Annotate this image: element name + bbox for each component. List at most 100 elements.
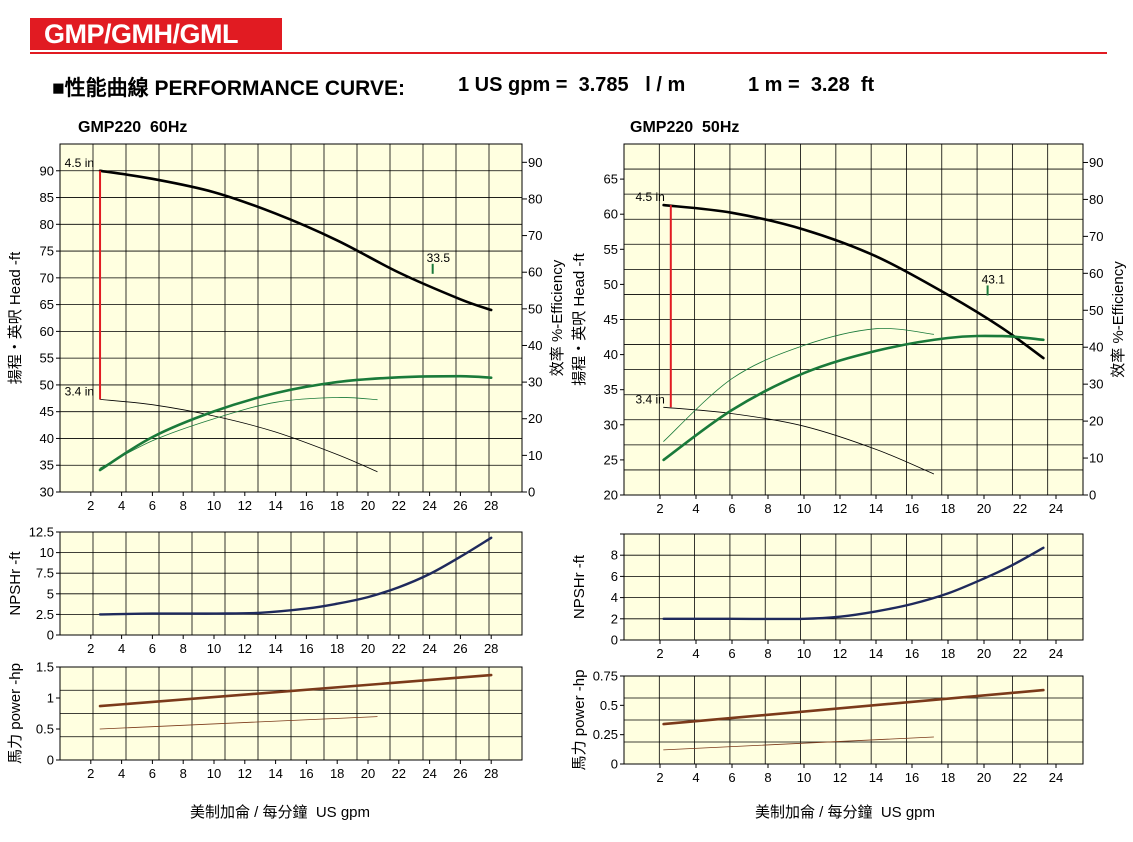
x-tick-label-60hz-power: 16 bbox=[299, 766, 313, 781]
x-tick-label-50hz-power: 14 bbox=[869, 770, 883, 785]
y-tick-label-60hz-head-efficiency: 85 bbox=[40, 190, 54, 205]
y-axis-label-60hz-npshr: NPSHr -ft bbox=[7, 551, 24, 616]
y2-tick-label-50hz-head-efficiency: 80 bbox=[1089, 192, 1103, 207]
x-tick-label-50hz-npshr: 22 bbox=[1013, 646, 1027, 661]
x-tick-label-60hz-power: 18 bbox=[330, 766, 344, 781]
x-tick-label-60hz-npshr: 22 bbox=[392, 641, 406, 656]
x-tick-label-50hz-power: 6 bbox=[728, 770, 735, 785]
y-tick-label-60hz-power: 1.5 bbox=[36, 660, 54, 675]
y-tick-label-60hz-power: 1 bbox=[47, 691, 54, 706]
x-tick-label-60hz-head-efficiency: 14 bbox=[268, 498, 282, 513]
y-axis-label-50hz-power: 馬力 power -hp bbox=[571, 670, 588, 771]
x-tick-label-60hz-npshr: 26 bbox=[453, 641, 467, 656]
y2-tick-label-60hz-head-efficiency: 90 bbox=[528, 155, 542, 170]
x-tick-label-50hz-npshr: 4 bbox=[692, 646, 699, 661]
y-tick-label-50hz-power: 0 bbox=[611, 757, 618, 772]
y2-tick-label-60hz-head-efficiency: 80 bbox=[528, 191, 542, 206]
y-tick-label-60hz-head-efficiency: 75 bbox=[40, 244, 54, 259]
y-tick-label-60hz-npshr: 10 bbox=[40, 545, 54, 560]
y-tick-label-50hz-head-efficiency: 45 bbox=[604, 312, 618, 327]
x-tick-label-50hz-head-efficiency: 16 bbox=[905, 501, 919, 516]
y-axis-label-50hz-head-efficiency: 揚程・英呎 Head -ft bbox=[570, 252, 588, 385]
y2-axis-label-60hz-head-efficiency: 效率 %-Efficiency bbox=[549, 259, 566, 376]
chart-title-60hz: GMP220 60Hz bbox=[78, 119, 188, 136]
y-tick-label-60hz-npshr: 0 bbox=[47, 628, 54, 643]
y-tick-label-60hz-head-efficiency: 70 bbox=[40, 270, 54, 285]
x-tick-label-50hz-npshr: 12 bbox=[833, 646, 847, 661]
y-tick-label-60hz-head-efficiency: 60 bbox=[40, 324, 54, 339]
x-tick-label-60hz-power: 14 bbox=[268, 766, 282, 781]
series-efficiency-60hz-head-efficiency-3 bbox=[99, 397, 378, 469]
x-tick-label-60hz-head-efficiency: 28 bbox=[484, 498, 498, 513]
x-tick-label-60hz-power: 26 bbox=[453, 766, 467, 781]
y2-tick-label-50hz-head-efficiency: 0 bbox=[1089, 488, 1096, 503]
y-tick-label-60hz-head-efficiency: 50 bbox=[40, 377, 54, 392]
series-power-60hz-power-1 bbox=[99, 716, 378, 730]
series-head-60hz-head-efficiency-0 bbox=[98, 169, 493, 312]
x-tick-label-60hz-power: 4 bbox=[118, 766, 125, 781]
series-head-50hz-head-efficiency-0 bbox=[662, 203, 1045, 360]
y2-tick-label-50hz-head-efficiency: 20 bbox=[1089, 414, 1103, 429]
x-tick-label-50hz-head-efficiency: 10 bbox=[797, 501, 811, 516]
x-tick-label-50hz-npshr: 20 bbox=[977, 646, 991, 661]
y-tick-label-50hz-power: 0.5 bbox=[600, 698, 618, 713]
y-axis-label-60hz-power: 馬力 power -hp bbox=[7, 663, 24, 764]
y2-tick-label-60hz-head-efficiency: 20 bbox=[528, 411, 542, 426]
y-tick-label-60hz-head-efficiency: 55 bbox=[40, 351, 54, 366]
y-tick-label-60hz-head-efficiency: 40 bbox=[40, 431, 54, 446]
x-tick-label-60hz-head-efficiency: 6 bbox=[149, 498, 156, 513]
y-tick-label-50hz-head-efficiency: 25 bbox=[604, 452, 618, 467]
y2-tick-label-60hz-head-efficiency: 40 bbox=[528, 338, 542, 353]
y-tick-label-60hz-npshr: 7.5 bbox=[36, 566, 54, 581]
brand-banner: GMP/GMH/GML bbox=[30, 18, 282, 50]
y-tick-label-50hz-npshr: 4 bbox=[611, 590, 618, 605]
series-power-50hz-power-0 bbox=[662, 688, 1045, 726]
x-tick-label-60hz-head-efficiency: 8 bbox=[180, 498, 187, 513]
x-tick-label-60hz-npshr: 18 bbox=[330, 641, 344, 656]
y-axis-label-50hz-npshr: NPSHr -ft bbox=[571, 554, 588, 619]
x-tick-label-50hz-npshr: 8 bbox=[764, 646, 771, 661]
x-tick-label-50hz-head-efficiency: 8 bbox=[764, 501, 771, 516]
y-tick-label-60hz-head-efficiency: 80 bbox=[40, 217, 54, 232]
x-tick-label-60hz-head-efficiency: 10 bbox=[207, 498, 221, 513]
x-tick-label-60hz-npshr: 12 bbox=[238, 641, 252, 656]
x-tick-label-50hz-power: 10 bbox=[797, 770, 811, 785]
x-tick-label-60hz-head-efficiency: 20 bbox=[361, 498, 375, 513]
x-tick-label-50hz-npshr: 16 bbox=[905, 646, 919, 661]
x-tick-label-50hz-npshr: 24 bbox=[1049, 646, 1063, 661]
x-tick-label-50hz-npshr: 14 bbox=[869, 646, 883, 661]
x-tick-label-60hz-head-efficiency: 4 bbox=[118, 498, 125, 513]
series-npshr-50hz-npshr-0 bbox=[662, 546, 1045, 621]
y-tick-label-50hz-npshr: 6 bbox=[611, 569, 618, 584]
x-tick-label-60hz-npshr: 24 bbox=[422, 641, 436, 656]
x-tick-label-50hz-power: 22 bbox=[1013, 770, 1027, 785]
x-tick-label-60hz-npshr: 20 bbox=[361, 641, 375, 656]
y-tick-label-50hz-npshr: 2 bbox=[611, 611, 618, 626]
x-tick-label-60hz-power: 22 bbox=[392, 766, 406, 781]
x-tick-label-60hz-head-efficiency: 2 bbox=[87, 498, 94, 513]
x-tick-label-50hz-head-efficiency: 4 bbox=[692, 501, 699, 516]
y-tick-label-50hz-head-efficiency: 65 bbox=[604, 172, 618, 187]
x-tick-label-50hz-head-efficiency: 6 bbox=[728, 501, 735, 516]
x-tick-label-60hz-power: 12 bbox=[238, 766, 252, 781]
x-tick-label-60hz-power: 2 bbox=[87, 766, 94, 781]
y2-tick-label-50hz-head-efficiency: 60 bbox=[1089, 266, 1103, 281]
y2-tick-label-50hz-head-efficiency: 50 bbox=[1089, 303, 1103, 318]
x-tick-label-50hz-head-efficiency: 24 bbox=[1049, 501, 1063, 516]
x-tick-label-60hz-npshr: 2 bbox=[87, 641, 94, 656]
y-tick-label-60hz-power: 0.5 bbox=[36, 722, 54, 737]
x-tick-label-50hz-head-efficiency: 18 bbox=[941, 501, 955, 516]
y-tick-label-60hz-head-efficiency: 45 bbox=[40, 404, 54, 419]
x-tick-label-60hz-head-efficiency: 16 bbox=[299, 498, 313, 513]
y-tick-label-60hz-head-efficiency: 65 bbox=[40, 297, 54, 312]
x-tick-label-50hz-power: 24 bbox=[1049, 770, 1063, 785]
x-tick-label-50hz-power: 12 bbox=[833, 770, 847, 785]
y2-axis-label-50hz-head-efficiency: 效率 %-Efficiency bbox=[1110, 261, 1127, 378]
x-tick-label-50hz-head-efficiency: 12 bbox=[833, 501, 847, 516]
x-tick-label-60hz-npshr: 8 bbox=[180, 641, 187, 656]
y-tick-label-50hz-head-efficiency: 50 bbox=[604, 277, 618, 292]
series-power-60hz-power-0 bbox=[98, 673, 493, 708]
x-tick-label-50hz-power: 20 bbox=[977, 770, 991, 785]
y2-tick-label-60hz-head-efficiency: 0 bbox=[528, 485, 535, 500]
y-tick-label-50hz-power: 0.25 bbox=[593, 727, 618, 742]
